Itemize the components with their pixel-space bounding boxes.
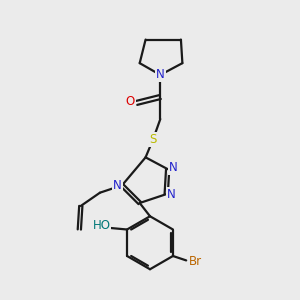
Text: N: N [167,188,176,201]
Text: N: N [169,161,177,174]
Text: N: N [156,68,165,81]
Text: Br: Br [188,255,202,268]
Text: S: S [149,133,157,146]
Text: HO: HO [92,219,110,232]
Text: O: O [126,95,135,108]
Text: N: N [113,179,122,192]
